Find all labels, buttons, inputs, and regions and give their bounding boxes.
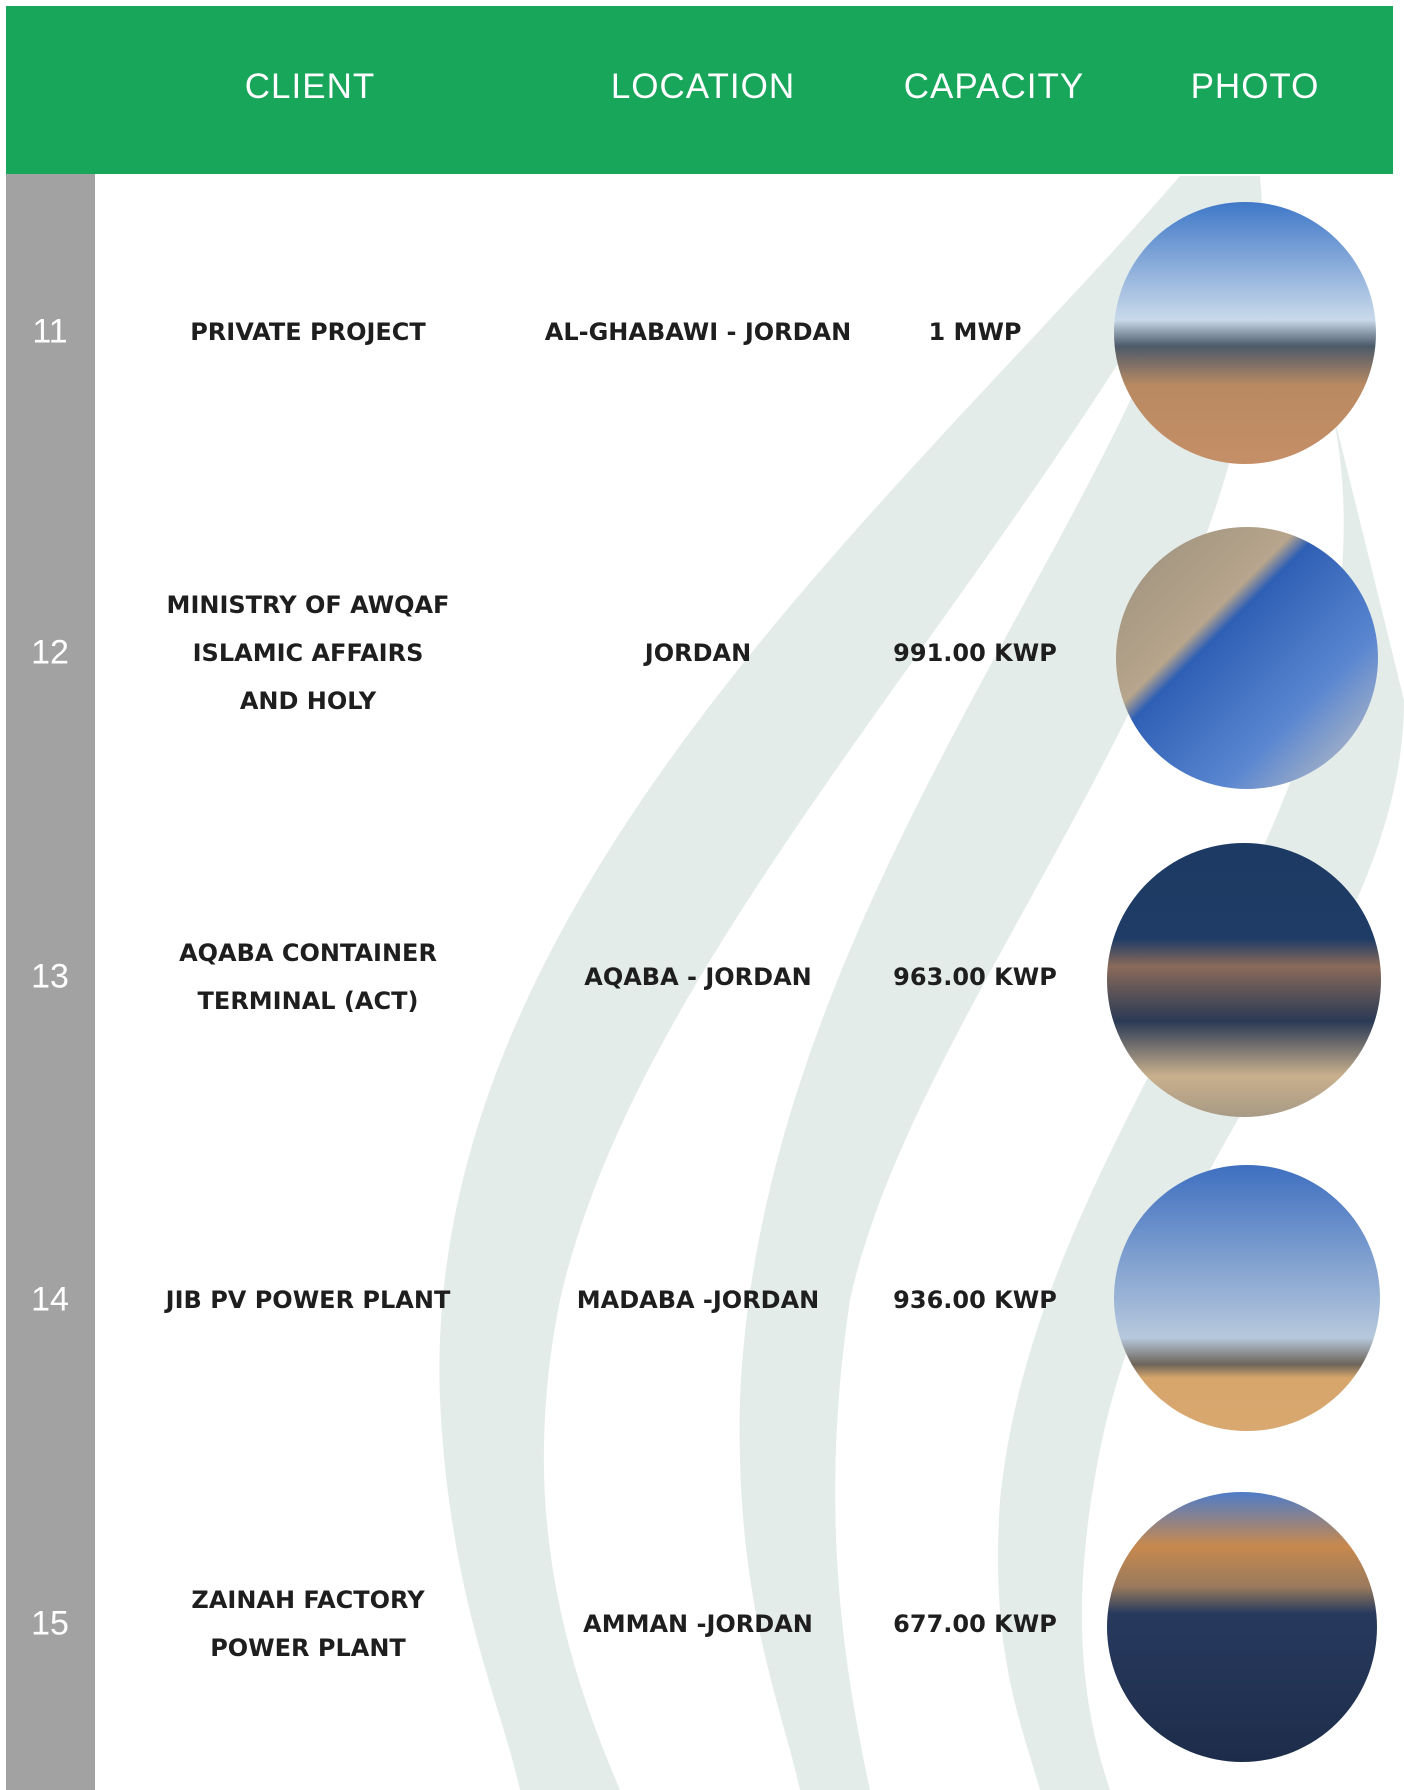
client-line: TERMINAL (ACT) [197,987,419,1015]
sidebar [6,174,95,1790]
column-header: CLIENT [244,67,376,106]
client: AQABA CONTAINER TERMINAL (ACT) [179,929,437,1025]
client-line: ZAINAH FACTORY [191,1586,425,1614]
client-line: JIB PV POWER PLANT [165,1286,451,1314]
capacity: 963.00 KWP [893,963,1057,991]
capacity: 1 MWP [928,318,1022,346]
capacity: 936.00 KWP [893,1286,1057,1314]
client-line: POWER PLANT [210,1634,406,1662]
location: JORDAN [644,639,752,667]
client-line: ISLAMIC AFFAIRS [192,639,424,667]
location: AQABA - JORDAN [584,963,812,991]
photo [1107,1492,1377,1762]
photo [1107,843,1381,1117]
column-header: PHOTO [1190,67,1320,106]
client-line: AQABA CONTAINER [179,939,437,967]
column-header: LOCATION [610,67,796,106]
photo [1114,202,1376,464]
photo [1116,527,1378,789]
client: ZAINAH FACTORY POWER PLANT [191,1576,424,1672]
client-line: MINISTRY OF AWQAF [166,591,450,619]
row-number: 14 [31,1280,69,1319]
location: AL-GHABAWI - JORDAN [544,318,852,346]
row-number: 13 [31,957,69,996]
client-line: AND HOLY [239,687,377,715]
client: JIB PV POWER PLANT [166,1276,451,1324]
capacity: 677.00 KWP [893,1610,1057,1638]
row-number: 12 [31,633,69,672]
row-number: 11 [32,312,68,351]
location: MADABA -JORDAN [576,1286,820,1314]
client: PRIVATE PROJECT [190,308,426,356]
photo [1114,1165,1380,1431]
column-header: CAPACITY [903,67,1085,106]
header-bar [6,6,1393,174]
photos [1107,202,1381,1762]
row-number: 15 [31,1604,69,1643]
capacity: 991.00 KWP [893,639,1057,667]
location: AMMAN -JORDAN [583,1610,813,1638]
client: MINISTRY OF AWQAF ISLAMIC AFFAIRS AND HOLY [167,581,450,725]
client-line: PRIVATE PROJECT [190,318,426,346]
